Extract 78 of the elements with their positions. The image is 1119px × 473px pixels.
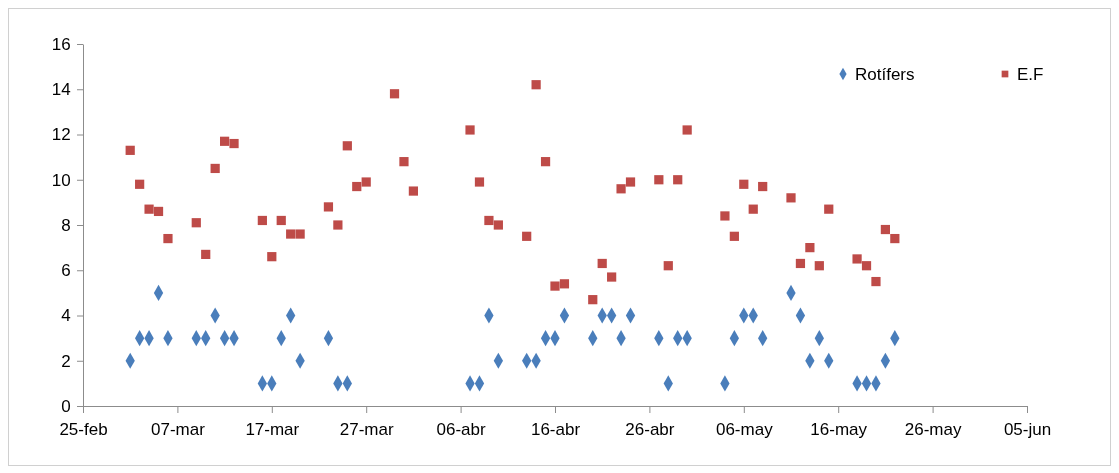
x-tick-label: 26-abr: [625, 419, 675, 439]
y-tick-label: 8: [61, 215, 71, 235]
legend-label: E.F: [1017, 65, 1044, 84]
legend-label: Rotífers: [855, 65, 915, 84]
y-tick-label: 6: [61, 261, 71, 281]
point: [559, 279, 570, 289]
point: [333, 220, 343, 230]
point: [880, 224, 891, 235]
point: [408, 186, 419, 196]
point: [135, 179, 145, 189]
point: [540, 157, 551, 167]
point: [219, 136, 230, 146]
point: [824, 204, 834, 214]
point: [276, 215, 286, 226]
point: [474, 177, 485, 187]
point: [852, 254, 862, 264]
point: [361, 177, 371, 187]
point: [484, 215, 494, 226]
point: [758, 181, 768, 192]
point: [531, 80, 541, 90]
point: [342, 141, 352, 151]
point: [682, 125, 692, 135]
point: [295, 229, 305, 239]
y-tick-label: 4: [61, 306, 71, 326]
y-tick-label: 12: [51, 125, 71, 145]
point: [399, 157, 409, 167]
y-tick-label: 10: [51, 170, 71, 190]
point: [125, 145, 135, 155]
x-tick-label: 06-may: [715, 419, 774, 439]
x-tick-label: 17-mar: [245, 419, 300, 439]
point: [323, 202, 334, 212]
point: [588, 295, 598, 305]
point: [663, 261, 673, 271]
point: [191, 218, 201, 228]
point: [522, 231, 532, 241]
point: [352, 181, 362, 192]
point: [871, 276, 881, 287]
point: [786, 193, 796, 203]
y-tick-label: 0: [61, 396, 71, 416]
point: [257, 215, 267, 226]
point: [616, 184, 626, 194]
point: [493, 220, 503, 230]
x-tick-label: 25-feb: [59, 419, 108, 439]
y-tick-label: 16: [51, 34, 71, 54]
point: [729, 231, 739, 241]
point: [607, 272, 617, 282]
x-tick-label: 16-may: [810, 419, 868, 439]
point: [814, 261, 824, 271]
point: [805, 243, 815, 253]
point: [229, 138, 239, 149]
point: [389, 89, 400, 99]
x-tick-label: 16-abr: [530, 419, 581, 439]
point: [267, 252, 277, 262]
point: [673, 175, 683, 185]
point: [654, 175, 664, 185]
x-tick-label: 06-abr: [436, 419, 487, 439]
x-tick-label: 07-mar: [150, 419, 206, 439]
point: [550, 281, 560, 291]
point: [201, 249, 211, 260]
point: [163, 233, 173, 244]
y-tick-label: 14: [51, 80, 71, 100]
x-tick-label: 05-jun: [1003, 419, 1052, 439]
point: [465, 125, 475, 135]
point: [795, 258, 806, 269]
point: [153, 206, 164, 217]
point: [597, 258, 607, 269]
point: [748, 204, 758, 214]
point: [286, 229, 296, 239]
point: [625, 177, 636, 187]
point: [210, 163, 220, 174]
point: [861, 261, 872, 271]
x-tick-label: 27-mar: [339, 419, 394, 439]
point: [144, 204, 154, 214]
point: [739, 179, 749, 189]
x-tick-label: 26-may: [904, 419, 962, 439]
y-tick-label: 2: [61, 351, 71, 371]
point: [720, 211, 730, 221]
point: [890, 233, 900, 244]
